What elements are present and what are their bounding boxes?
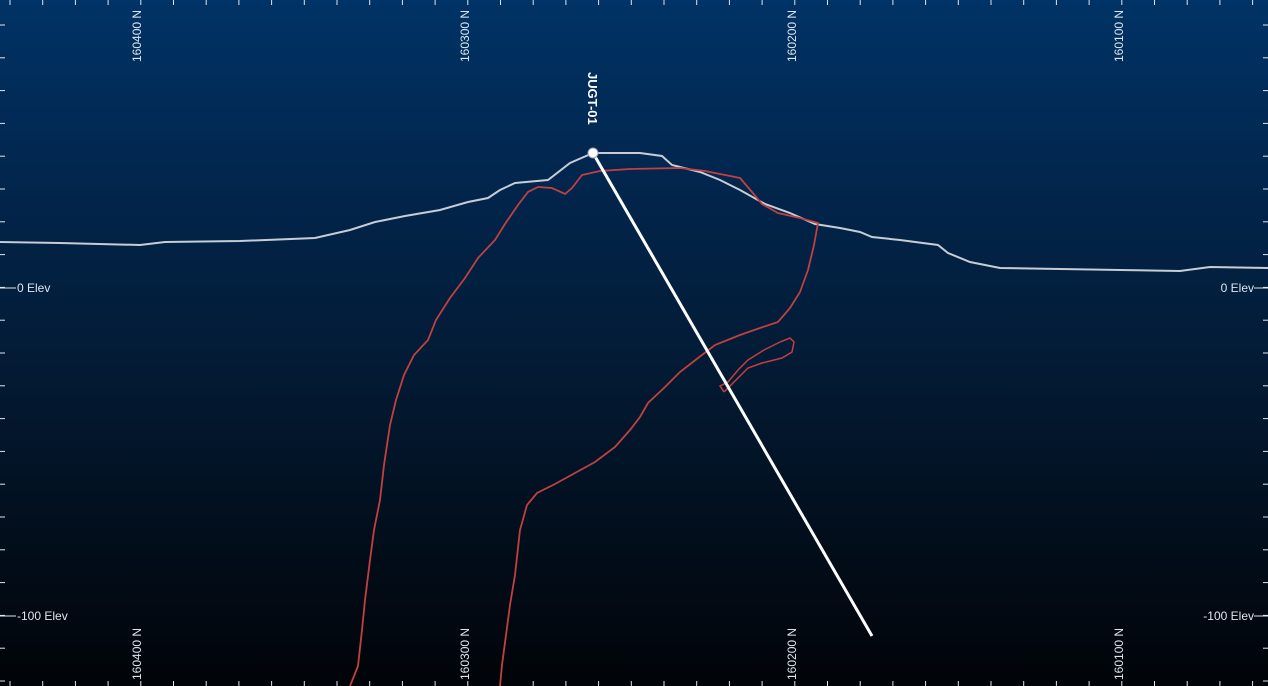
top-tick-marks	[9, 0, 1254, 5]
northing-label-bottom: 160300 N	[458, 628, 472, 680]
left-tick-marks	[0, 24, 5, 682]
northing-label-bottom: 160200 N	[785, 628, 799, 680]
northing-label-top: 160200 N	[785, 10, 799, 62]
elevation-label-left: -100 Elev	[17, 609, 68, 623]
elevation-label-right: 0 Elev	[1221, 281, 1254, 295]
drillhole-trace[interactable]	[591, 152, 874, 637]
topography-surface-line	[0, 152, 1268, 273]
elevation-label-left: 0 Elev	[17, 281, 50, 295]
northing-label-top: 160400 N	[130, 10, 144, 62]
bottom-tick-marks	[9, 681, 1254, 686]
drillhole-label: JUGT-01	[585, 72, 600, 125]
ore-outline-main	[349, 167, 820, 686]
northing-label-top: 160300 N	[458, 10, 472, 62]
right-tick-marks	[1263, 24, 1268, 682]
elevation-label-right: -100 Elev	[1203, 609, 1254, 623]
northing-label-bottom: 160400 N	[130, 628, 144, 680]
ore-outline-lobe	[718, 337, 795, 393]
drillhole-collar-marker[interactable]	[587, 147, 599, 159]
northing-label-top: 160100 N	[1112, 10, 1126, 62]
northing-label-bottom: 160100 N	[1112, 628, 1126, 680]
